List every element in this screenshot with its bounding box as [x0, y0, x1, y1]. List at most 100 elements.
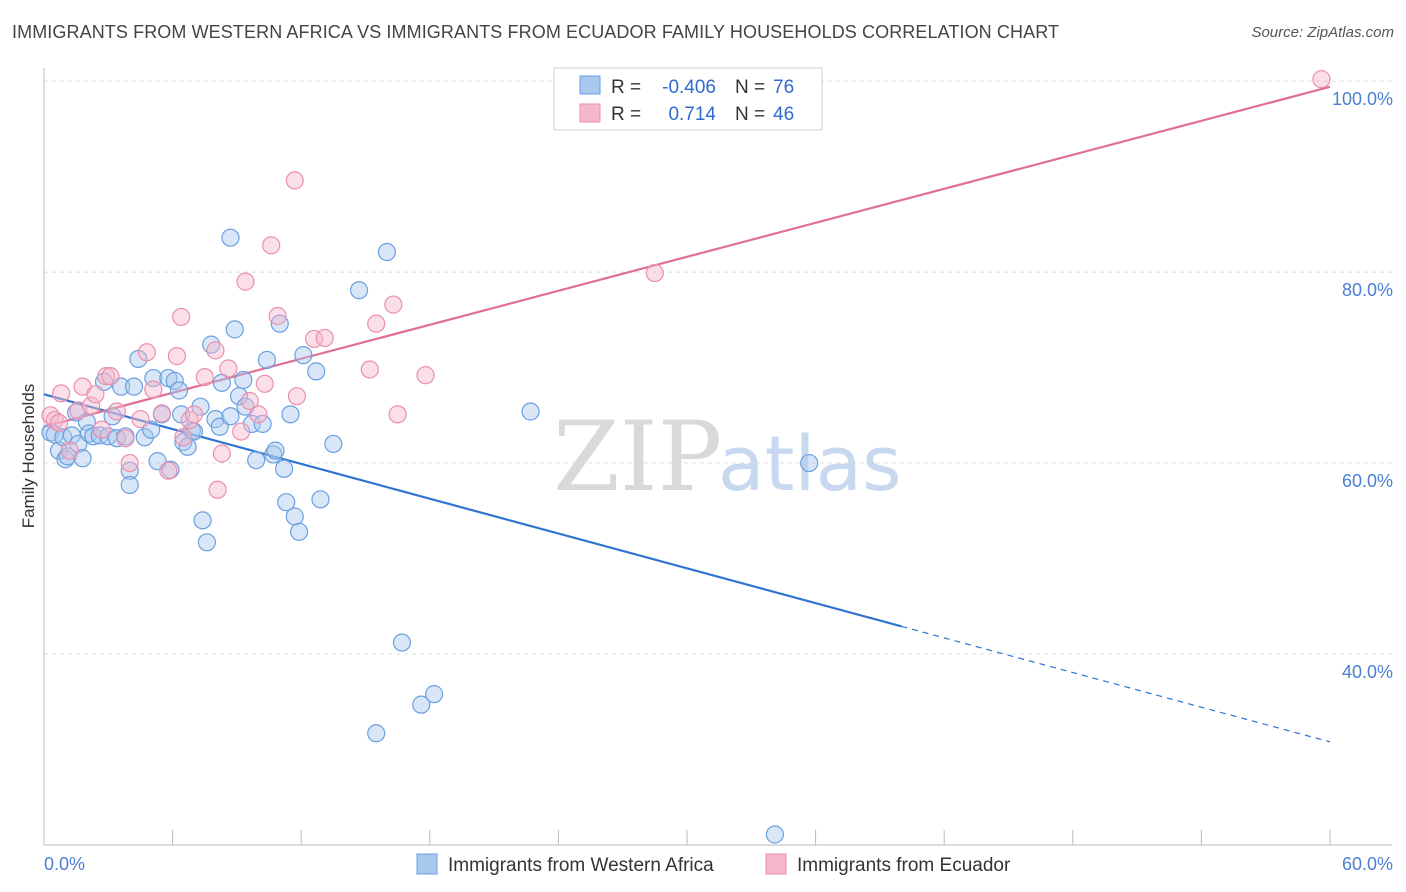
x-tick-labels: 0.0% 60.0%: [44, 854, 1393, 874]
point-pink-9: [92, 420, 111, 439]
y-tick-label-0: 40.0%: [1342, 662, 1393, 682]
point-blue-46: [221, 407, 240, 426]
legend-swatch-blue: [579, 75, 601, 95]
point-blue-56: [266, 441, 285, 460]
point-pink-22: [172, 307, 191, 327]
point-pink-7: [82, 396, 101, 415]
point-pink-40: [315, 328, 334, 348]
y-tick-label-2: 80.0%: [1342, 280, 1393, 300]
point-blue-32: [169, 381, 189, 400]
legend-r-value-2: 0.714: [668, 104, 716, 125]
legend-r-label-1: R =: [611, 77, 641, 98]
point-pink-29: [219, 359, 238, 378]
point-pink-41: [360, 360, 379, 379]
y-tick-label-1: 60.0%: [1342, 471, 1393, 491]
x-tick-label-1: 60.0%: [1342, 854, 1393, 874]
watermark-atlas: atlas: [718, 419, 902, 508]
point-pink-44: [388, 405, 407, 424]
point-blue-69: [377, 242, 397, 262]
legend-n-value-1: 76: [773, 77, 794, 98]
y-tick-label-3: 100.0%: [1332, 89, 1393, 109]
point-pink-3: [52, 384, 71, 403]
point-pink-31: [240, 391, 259, 411]
point-blue-75: [765, 825, 784, 844]
point-pink-4: [60, 441, 79, 460]
point-pink-33: [249, 405, 268, 424]
point-blue-67: [349, 281, 369, 300]
point-blue-24: [135, 428, 154, 447]
point-pink-47: [1312, 70, 1331, 89]
point-blue-70: [392, 633, 412, 652]
legend-n-value-2: 46: [773, 104, 794, 125]
point-pink-19: [159, 461, 178, 480]
point-pink-13: [116, 429, 135, 448]
point-pink-17: [144, 380, 163, 399]
legend-n-label-1: N =: [735, 77, 765, 98]
point-blue-45: [221, 228, 240, 247]
trend-line-blue-projection: [901, 625, 1331, 743]
trend-line-pink: [43, 85, 1331, 428]
point-blue-53: [253, 414, 272, 433]
legend-r-value-1: -0.406: [662, 77, 716, 98]
point-pink-10: [97, 367, 116, 386]
point-blue-60: [281, 405, 300, 424]
point-blue-40: [197, 533, 216, 552]
axes: [43, 68, 1392, 846]
point-blue-63: [294, 346, 313, 365]
point-pink-8: [86, 385, 105, 404]
point-pink-14: [120, 453, 139, 473]
point-pink-21: [174, 428, 193, 447]
point-blue-61: [285, 507, 304, 526]
point-pink-16: [137, 343, 156, 362]
point-blue-73: [521, 402, 540, 421]
data-points: [41, 70, 1331, 844]
legend-r-label-2: R =: [611, 104, 641, 125]
point-blue-54: [257, 350, 277, 370]
point-pink-25: [195, 368, 214, 387]
point-blue-66: [324, 434, 343, 454]
legend-swatch-pink: [579, 103, 601, 123]
trend-lines: [43, 85, 1331, 743]
legend-n-label-2: N =: [735, 104, 765, 125]
point-blue-58: [274, 459, 294, 478]
point-blue-52: [247, 451, 266, 470]
grid-lines: [44, 80, 1392, 655]
point-blue-31: [165, 371, 184, 391]
point-pink-18: [152, 404, 171, 423]
point-pink-37: [287, 387, 307, 406]
point-pink-45: [416, 366, 435, 385]
point-pink-43: [384, 295, 403, 314]
watermark-zip: ZIP: [553, 401, 722, 513]
bottom-legend-swatch-blue: [416, 853, 438, 875]
point-pink-34: [255, 374, 274, 393]
point-pink-38: [285, 171, 304, 190]
point-blue-21: [120, 475, 139, 495]
point-pink-35: [262, 236, 281, 255]
point-blue-74: [800, 453, 819, 473]
bottom-legend-label-2: Immigrants from Ecuador: [797, 855, 1011, 876]
point-pink-46: [645, 263, 664, 283]
y-tick-labels: 40.0% 60.0% 80.0% 100.0%: [1332, 89, 1393, 682]
point-pink-15: [131, 410, 150, 429]
point-blue-39: [193, 511, 212, 530]
point-pink-42: [367, 314, 386, 333]
point-blue-22: [124, 377, 144, 396]
point-pink-30: [232, 422, 251, 441]
point-blue-47: [225, 320, 244, 339]
trend-line-blue: [43, 393, 902, 628]
point-blue-72: [424, 685, 444, 704]
point-blue-68: [367, 724, 386, 743]
chart-title: IMMIGRANTS FROM WESTERN AFRICA VS IMMIGR…: [12, 22, 1060, 42]
point-blue-62: [289, 522, 309, 541]
y-axis-title: Family Households: [19, 384, 38, 529]
point-blue-49: [234, 370, 253, 390]
point-pink-20: [167, 347, 186, 366]
point-blue-59: [277, 493, 296, 512]
point-pink-24: [184, 405, 204, 424]
point-blue-20: [120, 461, 139, 480]
source-credit: Source: ZipAtlas.com: [1251, 24, 1394, 41]
point-blue-65: [311, 490, 330, 509]
bottom-legend-swatch-pink: [765, 853, 787, 875]
bottom-legend-label-1: Immigrants from Western Africa: [448, 855, 714, 876]
